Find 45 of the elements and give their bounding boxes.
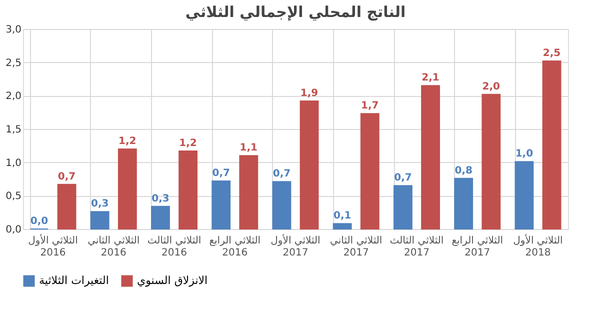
data-label: 0,3 [152, 193, 170, 204]
data-label: 0,1 [333, 210, 352, 222]
y-tick-label: 2,0 [6, 91, 22, 102]
bar [421, 85, 440, 230]
bar [360, 113, 380, 230]
bar [90, 211, 110, 230]
data-label: 2,1 [422, 72, 440, 84]
bar [178, 150, 198, 230]
data-label: 0,0 [30, 216, 48, 227]
data-label: 0,3 [90, 198, 109, 210]
y-tick-label: 2,5 [6, 58, 22, 69]
legend-label: الانزلاق السنوي [137, 274, 208, 287]
legend-label: التغيرات الثلاثية [39, 274, 109, 287]
y-tick-label: 0,0 [6, 224, 22, 236]
y-tick-label: 0,5 [6, 191, 22, 202]
bar [332, 223, 352, 230]
bar [272, 181, 292, 230]
chart-title: الناتج المحلي الإجمالي الثلاثي [185, 3, 406, 21]
data-label: 2,0 [482, 81, 500, 92]
bar [57, 184, 76, 230]
bar [151, 206, 170, 230]
bar [239, 155, 258, 230]
bar [454, 178, 474, 230]
data-label: 1,7 [361, 100, 379, 112]
data-label: 1,1 [240, 142, 258, 154]
bar [394, 185, 412, 230]
data-label: 0,7 [212, 168, 230, 179]
data-label: 0,7 [58, 171, 76, 182]
bar [118, 148, 137, 230]
bar [514, 161, 534, 230]
data-label: 1,2 [118, 136, 136, 147]
data-label: 0,7 [394, 172, 412, 184]
data-label: 0,8 [454, 165, 472, 176]
y-tick-label: 1,5 [6, 124, 22, 136]
y-tick-label: 1,0 [6, 158, 22, 169]
data-label: 2,5 [542, 48, 561, 59]
bar [212, 180, 231, 230]
data-label: 1,0 [515, 148, 534, 160]
y-tick-label: 3,0 [6, 24, 22, 36]
data-label: 0,7 [272, 168, 291, 180]
bar [482, 94, 501, 230]
bar [300, 100, 319, 230]
data-label: 1,2 [179, 138, 197, 149]
bar [542, 60, 562, 230]
data-label: 1,9 [300, 88, 318, 99]
